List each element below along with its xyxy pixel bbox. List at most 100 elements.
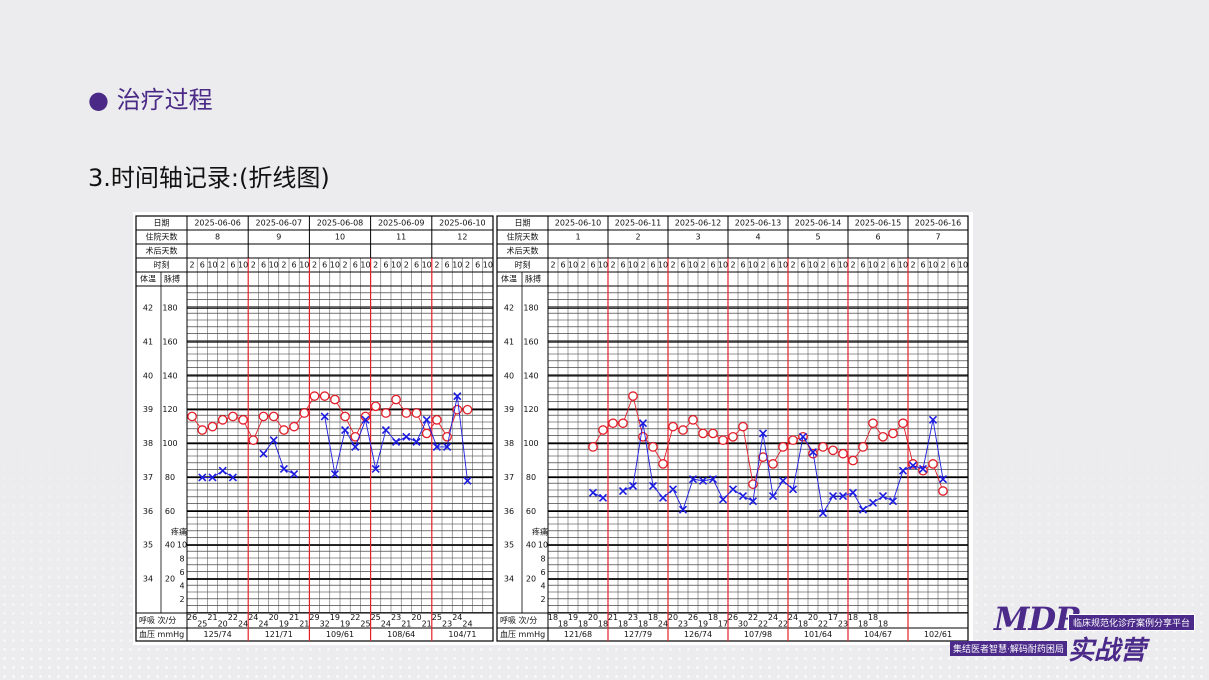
resp-label: 24	[462, 620, 472, 629]
y2-tick-label: 40	[526, 541, 536, 550]
pulse-marker	[858, 505, 868, 514]
temp-marker	[688, 414, 698, 425]
time-label: 2	[312, 261, 317, 270]
time-label: 6	[261, 261, 266, 270]
resp-label: 21	[401, 620, 411, 629]
y-tick-label: 34	[504, 575, 514, 584]
time-label: 6	[920, 261, 925, 270]
bp-label: 102/61	[924, 630, 952, 639]
resp-label: 18	[578, 620, 588, 629]
bullet-title: ● 治疗过程	[88, 86, 213, 114]
resp-label: 20	[668, 613, 678, 622]
logo-tagline: 临床规范化诊疗案例分享平台	[1068, 614, 1196, 631]
time-label: 6	[740, 261, 745, 270]
time-label: 6	[590, 261, 595, 270]
temp-marker	[668, 421, 678, 432]
row-label: 日期	[515, 219, 531, 228]
temp-marker	[411, 408, 422, 418]
time-label: 10	[688, 261, 698, 270]
series-line	[191, 395, 468, 442]
temp-marker	[608, 418, 618, 429]
resp-label: 21	[608, 613, 618, 622]
y2-tick-label: 160	[523, 337, 538, 346]
pain-label: 疼痛	[532, 527, 548, 537]
temp-marker	[898, 418, 908, 429]
temp-marker	[268, 411, 279, 422]
pain-tick-label: 6	[540, 568, 545, 577]
resp-label: 18	[618, 620, 628, 629]
resp-label: 24	[248, 613, 258, 622]
hospital-day-label: 4	[755, 233, 760, 242]
time-label: 2	[640, 261, 645, 270]
pulse-marker	[938, 475, 948, 484]
pain-tick-label: 4	[540, 582, 545, 591]
bp-label: 101/64	[804, 630, 832, 639]
time-label: 10	[269, 261, 279, 270]
time-label: 2	[190, 261, 195, 270]
series-line	[202, 470, 234, 478]
temp-marker	[462, 404, 473, 415]
resp-label: 26	[688, 613, 698, 622]
temp-marker	[381, 408, 391, 418]
resp-label: 22	[350, 613, 360, 622]
row-label: 日期	[154, 219, 170, 228]
hospital-day-label: 1	[575, 233, 580, 242]
pulse-marker	[290, 470, 299, 479]
pulse-marker	[269, 436, 278, 445]
time-label: 2	[220, 261, 225, 270]
time-label: 6	[620, 261, 625, 270]
date-label: 2025-06-15	[855, 219, 902, 228]
pulse-marker	[818, 508, 828, 518]
time-label: 2	[820, 261, 825, 270]
pulse-marker	[758, 429, 768, 438]
date-label: 2025-06-10	[555, 219, 602, 228]
resp-label: 17	[718, 620, 728, 629]
pulse-marker	[658, 493, 668, 502]
pulse-marker	[928, 415, 938, 424]
resp-label: 25	[432, 613, 442, 622]
pulse-marker	[228, 473, 237, 482]
resp-label: 18	[708, 613, 718, 622]
temp-marker	[698, 428, 708, 439]
bp-label: 121/71	[265, 630, 293, 639]
resp-label: 24	[452, 613, 462, 622]
resp-label: 23	[678, 620, 688, 629]
y2-tick-label: 100	[523, 439, 538, 448]
pulse-marker	[598, 493, 608, 502]
y2-tick-label: 140	[162, 371, 177, 380]
y-tick-label: 35	[504, 541, 514, 550]
pulse-marker	[198, 473, 207, 482]
y2-tick-label: 120	[523, 405, 538, 414]
resp-label: 30	[738, 620, 748, 629]
temp-marker	[628, 391, 638, 401]
date-label: 2025-06-13	[735, 219, 782, 228]
time-label: 10	[360, 261, 370, 270]
pulse-marker	[628, 481, 638, 490]
pulse-marker	[371, 464, 380, 474]
temp-marker	[878, 431, 888, 442]
resp-label: 26	[187, 613, 197, 622]
time-label: 2	[700, 261, 705, 270]
date-label: 2025-06-08	[317, 219, 364, 228]
y-tick-label: 42	[143, 304, 153, 313]
date-label: 2025-06-11	[615, 219, 662, 228]
time-label: 10	[898, 261, 908, 270]
pulse-marker	[838, 492, 848, 501]
resp-label: 18	[848, 613, 858, 622]
resp-label: 18	[558, 620, 568, 629]
time-label: 2	[343, 261, 348, 270]
temp-marker	[228, 411, 238, 422]
pulse-marker	[878, 492, 888, 501]
y2-tick-label: 180	[162, 304, 177, 313]
temp-marker	[598, 425, 608, 435]
time-label: 10	[452, 261, 462, 270]
pulse-marker	[453, 392, 462, 401]
hospital-day-label: 9	[276, 233, 281, 242]
y2-tick-label: 80	[165, 473, 175, 482]
temp-marker	[648, 442, 658, 452]
time-label: 6	[680, 261, 685, 270]
time-label: 6	[830, 261, 835, 270]
time-label: 6	[650, 261, 655, 270]
temp-marker	[708, 428, 718, 439]
